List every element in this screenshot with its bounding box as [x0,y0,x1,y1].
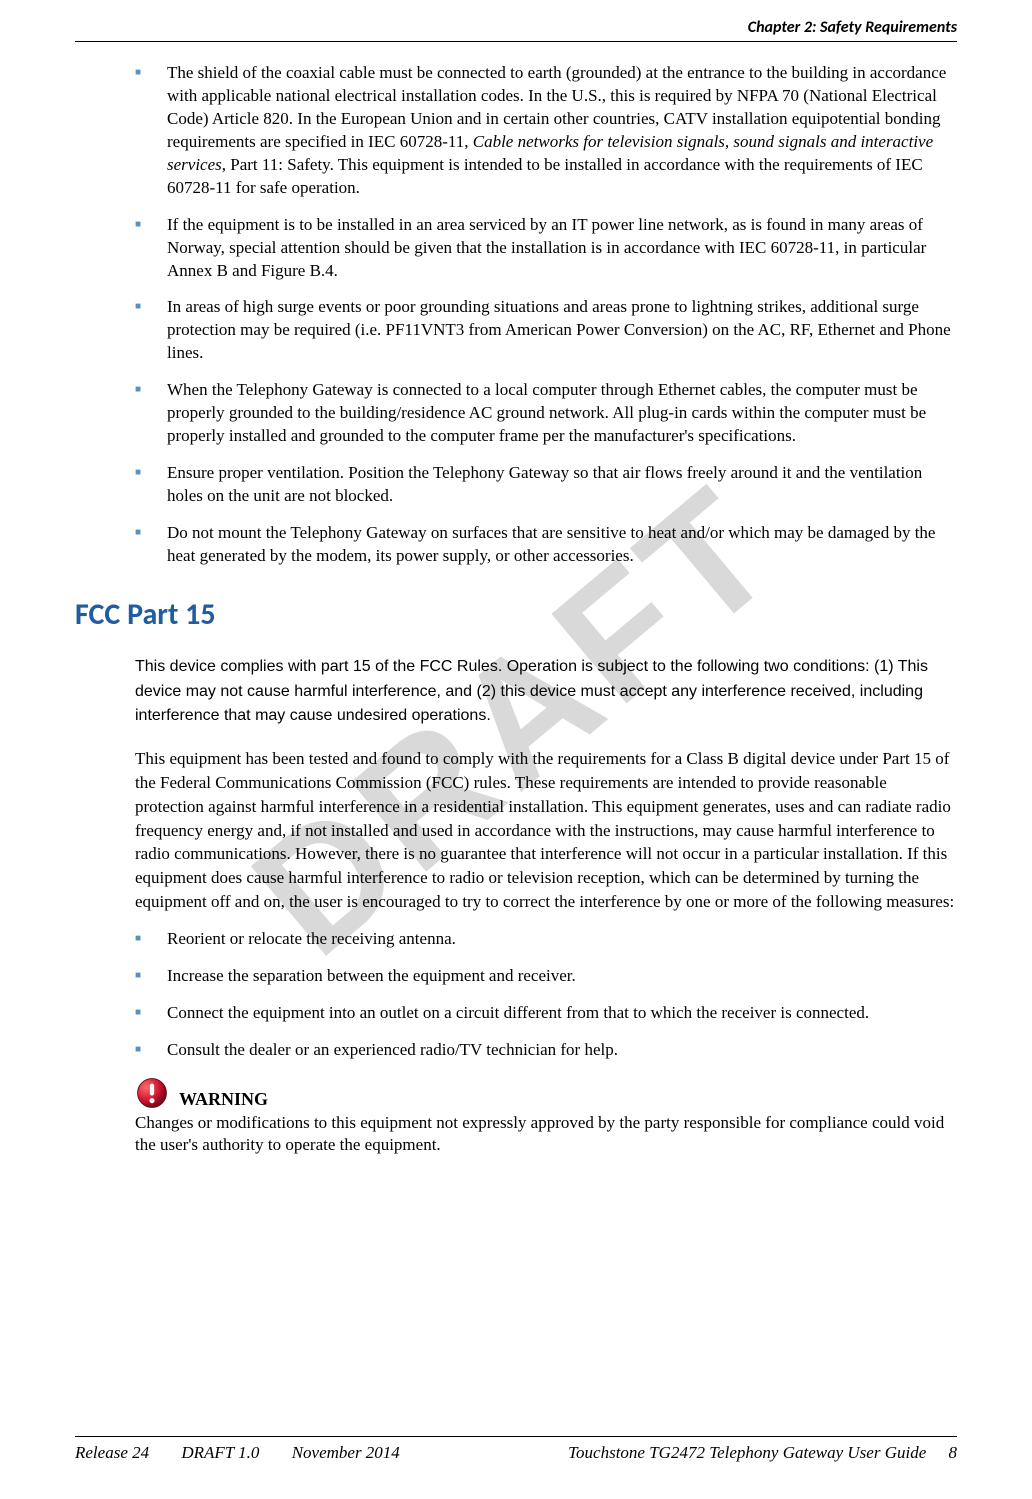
footer-draft: DRAFT 1.0 [181,1443,259,1462]
fcc-bullet-list: Reorient or relocate the receiving anten… [135,928,957,1062]
fcc-compliance-statement: This device complies with part 15 of the… [135,655,957,729]
footer-title: Touchstone TG2472 Telephony Gateway User… [568,1443,926,1462]
footer-release: Release 24 [75,1443,149,1462]
fcc-heading: FCC Part 15 [75,596,957,633]
warning-block: WARNING Changes or modifications to this… [135,1076,957,1158]
fcc-main-paragraph: This equipment has been tested and found… [135,747,957,914]
warning-text: Changes or modifications to this equipme… [135,1112,957,1158]
bullet-item: Consult the dealer or an experienced rad… [135,1039,957,1062]
bullet-item: The shield of the coaxial cable must be … [135,62,957,200]
footer-date: November 2014 [292,1443,400,1462]
page-footer: Release 24 DRAFT 1.0 November 2014 Touch… [75,1436,957,1463]
bullet-item: Do not mount the Telephony Gateway on su… [135,522,957,568]
bullet-item: Reorient or relocate the receiving anten… [135,928,957,951]
chapter-header: Chapter 2: Safety Requirements [75,18,957,42]
bullet-item: Connect the equipment into an outlet on … [135,1002,957,1025]
warning-label: WARNING [179,1089,268,1110]
bullet-item: Ensure proper ventilation. Position the … [135,462,957,508]
bullet-item: When the Telephony Gateway is connected … [135,379,957,448]
bullet-item: If the equipment is to be installed in a… [135,214,957,283]
bullet-item: In areas of high surge events or poor gr… [135,296,957,365]
warning-icon [135,1076,169,1110]
bullet-item: Increase the separation between the equi… [135,965,957,988]
safety-bullet-list: The shield of the coaxial cable must be … [135,62,957,568]
footer-page-number: 8 [949,1443,958,1462]
